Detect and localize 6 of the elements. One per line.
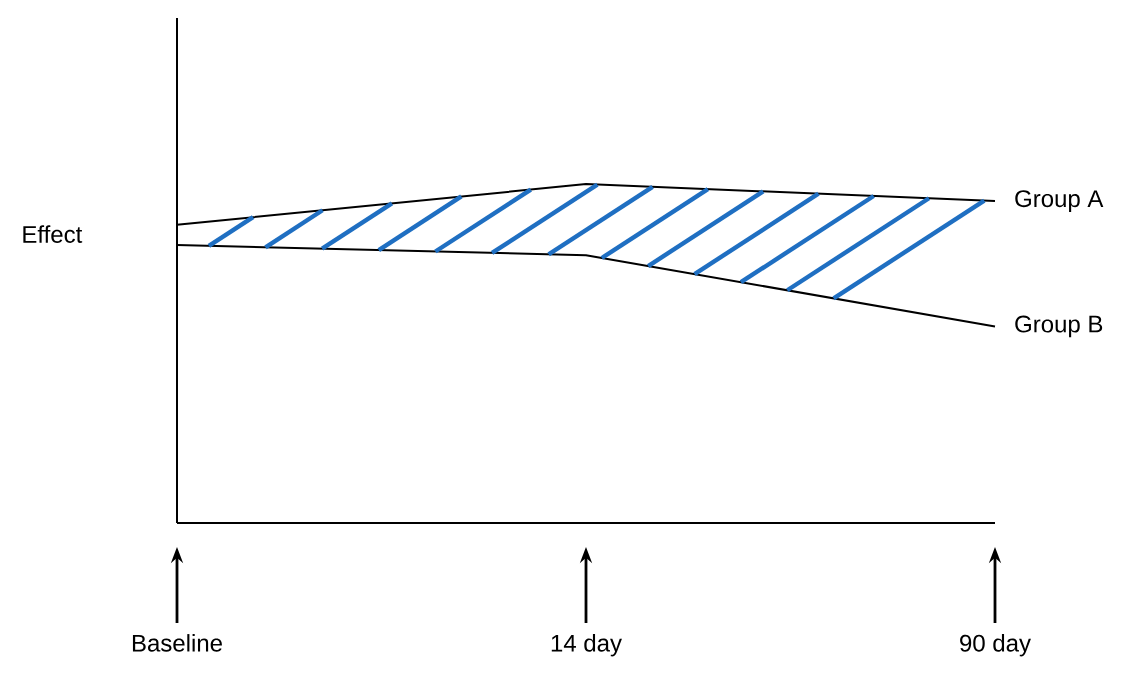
y-axis-title: Effect <box>23 225 83 243</box>
x-tick-label: 90 day <box>960 634 1031 657</box>
series-label: Group A <box>1015 190 1104 212</box>
x-tick-label: 14 day <box>551 634 622 657</box>
series-label: Group B <box>1015 315 1103 338</box>
x-tick-label: Baseline <box>132 634 222 652</box>
